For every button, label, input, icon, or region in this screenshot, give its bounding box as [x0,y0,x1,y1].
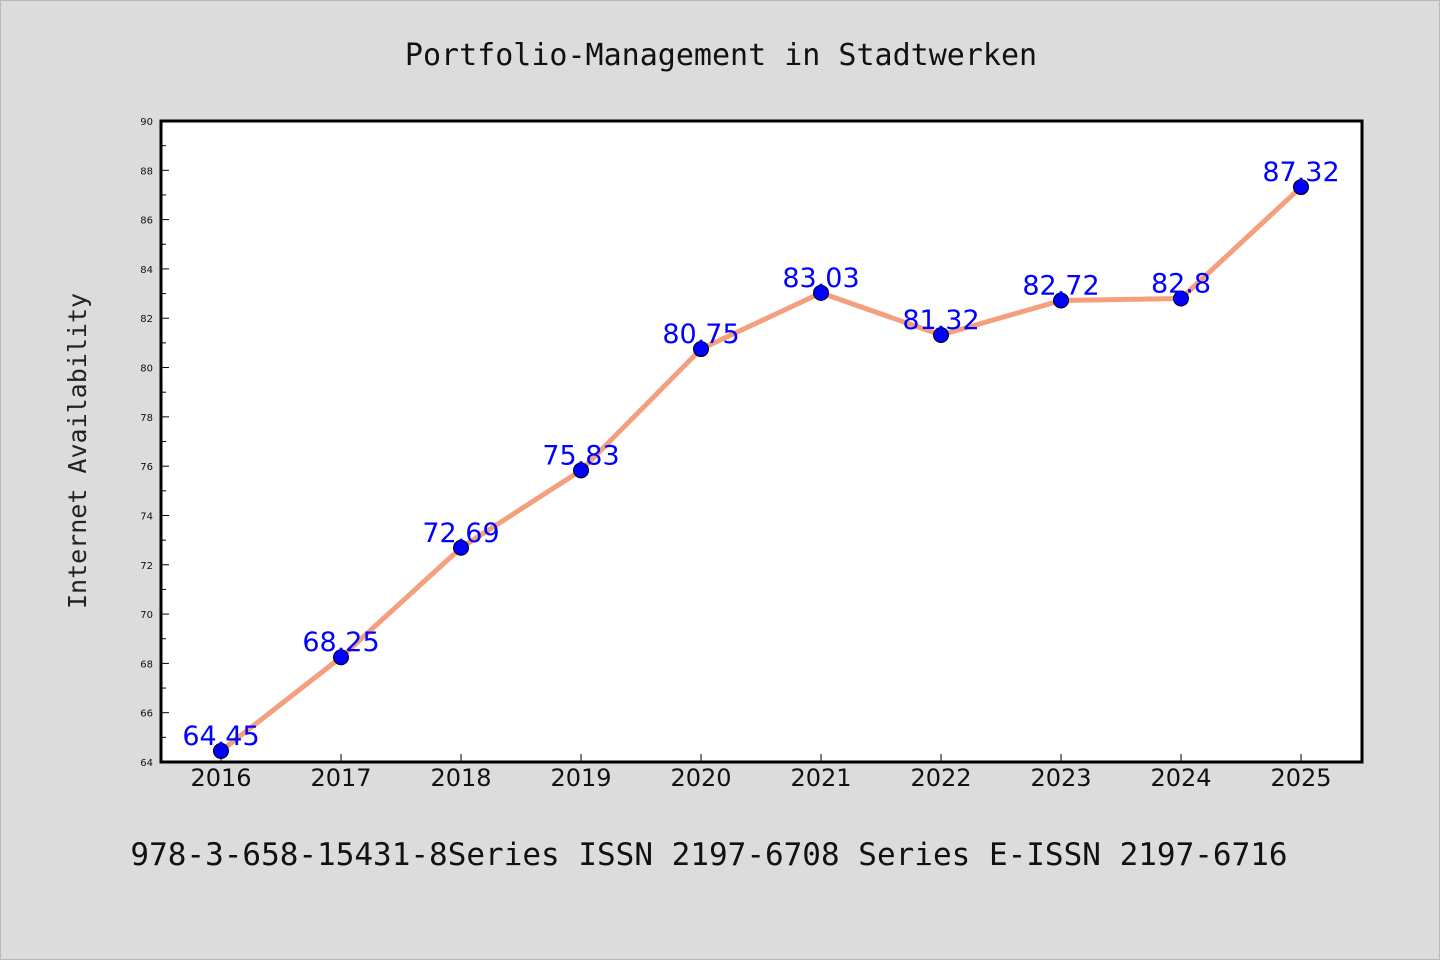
data-label: 72.69 [422,518,499,549]
data-label: 82.72 [1022,270,1099,301]
data-label: 68.25 [302,627,379,658]
y-tick-label: 78 [140,413,153,424]
y-tick-label: 80 [140,364,153,375]
plot-area [161,121,1362,762]
x-tick-label: 2023 [1030,764,1091,792]
x-tick-label: 2019 [550,764,611,792]
data-label: 83.03 [782,263,859,294]
x-axis: 2016 2017 2018 2019 2020 2021 2022 2023 2024 2025 [190,754,1332,792]
x-tick-label: 2024 [1150,764,1211,792]
x-tick-label: 2020 [670,764,731,792]
data-label: 80.75 [662,319,739,350]
y-tick-label: 82 [140,314,153,325]
y-axis-label: Internet Availability [63,293,92,609]
data-label: 64.45 [182,721,259,752]
y-tick-label: 88 [140,166,153,177]
y-tick-label: 72 [140,561,153,572]
y-tick-label: 74 [140,511,153,522]
plot-frame [159,119,1364,764]
x-tick-label: 2016 [190,764,251,792]
data-point [1173,290,1189,307]
y-tick-label: 76 [140,462,153,473]
data-markers [213,179,1309,759]
y-tick-label: 90 [140,117,153,128]
data-label: 82.8 [1151,269,1211,300]
series-line [218,184,1304,754]
data-point [453,539,469,556]
chart-footer: 978-3-658-15431-8Series ISSN 2197-6708 S… [130,837,1287,873]
x-tick-label: 2018 [430,764,491,792]
x-tick-label: 2017 [310,764,371,792]
y-tick-label: 64 [140,758,153,769]
data-label: 81.32 [902,305,979,336]
data-label: 75.83 [542,440,619,471]
data-label: 87.32 [1262,157,1339,188]
x-tick-label: 2025 [1270,764,1331,792]
y-tick-label: 84 [140,265,153,276]
data-point [213,742,229,759]
chart-title: Portfolio-Management in Stadtwerken [405,38,1037,73]
x-tick-label: 2022 [910,764,971,792]
data-point [1053,292,1069,309]
data-point [813,284,829,301]
y-axis: 64 66 68 70 72 74 76 78 80 82 84 86 88 90 [140,117,169,769]
data-labels: 64.45 68.25 72.69 75.83 80.75 83.03 81.32 82.72… [182,157,1339,752]
data-point [573,462,589,479]
y-tick-label: 86 [140,216,153,227]
y-tick-label: 70 [140,610,153,621]
data-point [333,649,349,666]
y-tick-label: 66 [140,709,153,720]
data-point [1293,179,1309,196]
x-tick-label: 2021 [790,764,851,792]
data-point [933,326,949,343]
y-tick-label: 68 [140,659,153,670]
data-point [693,341,709,358]
